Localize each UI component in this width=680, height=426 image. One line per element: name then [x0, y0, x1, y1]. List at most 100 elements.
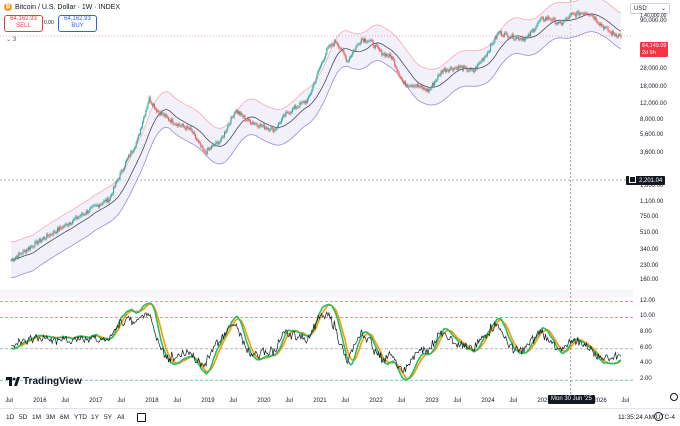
candle-body — [326, 48, 328, 54]
time-tick-label: Jul — [509, 398, 518, 404]
sell-button[interactable]: 64,162.93 SELL — [4, 15, 43, 32]
range-button-5d[interactable]: 5D — [19, 414, 28, 421]
last-price: 64,149.09 — [642, 43, 667, 49]
candle-body — [495, 36, 497, 39]
oscillator-tick-label: 2.00 — [640, 376, 652, 383]
oscillator-tick-label: 6.00 — [640, 344, 652, 351]
candle-body — [118, 178, 120, 180]
candle-body — [369, 40, 371, 41]
candle-body — [104, 200, 106, 201]
candle-body — [475, 67, 477, 71]
oscillator-tick-label: 4.00 — [640, 360, 652, 367]
range-button-all[interactable]: All — [117, 414, 125, 421]
axis-settings-icon[interactable] — [670, 393, 678, 401]
candle-body — [30, 246, 32, 250]
candle-body — [604, 27, 606, 29]
candle-body — [149, 97, 151, 102]
range-button-1d[interactable]: 1D — [6, 414, 15, 421]
candle-body — [287, 111, 289, 113]
candle-body — [467, 70, 469, 72]
candle-body — [513, 39, 515, 40]
candle-body — [538, 21, 540, 23]
candle-body — [581, 13, 583, 14]
candle-body — [327, 47, 329, 49]
tradingview-logo[interactable]: TradingView — [6, 376, 82, 387]
candle-body — [276, 127, 278, 129]
candle-body — [508, 37, 510, 39]
candle-body — [124, 162, 126, 167]
candle-body — [348, 57, 350, 61]
clock[interactable]: 11:35:24 AM UTC-4 — [618, 414, 675, 421]
candle-body — [185, 127, 187, 130]
candle-body — [418, 86, 420, 88]
candle-body — [357, 43, 359, 45]
candle-body — [209, 148, 211, 149]
candle-body — [351, 55, 353, 57]
candle-body — [559, 21, 561, 23]
bollinger-band-fill — [11, 0, 621, 278]
candle-body — [308, 96, 310, 100]
candle-body — [193, 132, 195, 135]
candle-body — [395, 65, 397, 68]
time-tick-label: Jul — [229, 398, 237, 404]
candle-body — [296, 107, 298, 109]
currency-select[interactable]: USD ⌄ — [630, 3, 670, 14]
candle-body — [93, 205, 95, 206]
time-tick-label: Jul — [117, 398, 125, 404]
candle-body — [341, 48, 343, 51]
candle-body — [539, 19, 541, 22]
candle-body — [537, 22, 539, 25]
candle-body — [612, 31, 614, 34]
candle-body — [506, 32, 508, 35]
candle-body — [603, 25, 605, 29]
calendar-icon[interactable] — [137, 413, 146, 422]
gear-icon[interactable] — [654, 412, 663, 421]
range-button-5y[interactable]: 5Y — [104, 414, 112, 421]
candle-body — [443, 68, 445, 71]
range-button-ytd[interactable]: YTD — [74, 414, 87, 421]
candle-body — [611, 31, 613, 35]
candle-body — [57, 227, 59, 233]
candle-body — [484, 55, 486, 58]
time-tick-label: 2024 — [481, 398, 495, 404]
buy-button[interactable]: 64,162.93 BUY — [58, 15, 97, 32]
candle-body — [267, 128, 269, 129]
logo-text: TradingView — [23, 376, 82, 387]
candle-body — [569, 14, 571, 16]
candle-body — [440, 71, 442, 76]
candle-body — [206, 148, 208, 154]
candle-body — [442, 70, 444, 73]
range-button-1m[interactable]: 1M — [32, 414, 42, 421]
candle-body — [109, 196, 111, 200]
candle-body — [301, 101, 303, 104]
candle-body — [244, 115, 246, 121]
candle-body — [320, 62, 322, 66]
candle-body — [446, 69, 448, 71]
time-tick-label: Jul — [621, 398, 630, 404]
candle-body — [72, 221, 74, 224]
candle-body — [75, 216, 77, 219]
pane-separator[interactable] — [0, 290, 633, 297]
symbol-header[interactable]: ₿ Bitcoin / U.S. Dollar · 1W · INDEX — [4, 3, 120, 11]
candle-body — [240, 112, 242, 115]
candle-body — [105, 200, 107, 202]
candle-body — [425, 89, 427, 91]
candle-body — [509, 37, 511, 38]
range-button-6m[interactable]: 6M — [60, 414, 70, 421]
candle-body — [142, 122, 144, 128]
candle-body — [295, 105, 297, 109]
candle-body — [305, 101, 307, 103]
candle-body — [151, 103, 153, 106]
candle-body — [485, 55, 487, 57]
candle-body — [188, 127, 190, 130]
candle-body — [43, 237, 45, 239]
chevron-down-icon: ⌄ — [6, 37, 13, 43]
candle-body — [52, 231, 54, 235]
candle-body — [51, 234, 53, 236]
range-button-3m[interactable]: 3M — [46, 414, 56, 421]
candle-body — [420, 85, 422, 87]
sell-label: SELL — [16, 23, 31, 29]
range-button-1y[interactable]: 1Y — [91, 414, 99, 421]
indicator-toggle[interactable]: ⌄ 3 — [6, 36, 16, 43]
